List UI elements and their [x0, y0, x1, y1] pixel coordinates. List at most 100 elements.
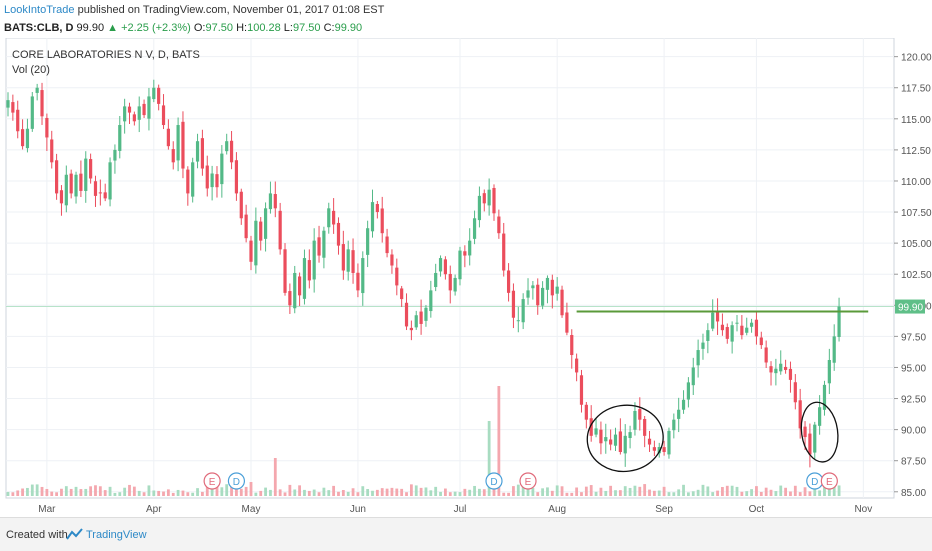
- earnings-marker[interactable]: [519, 472, 537, 490]
- volume-bar: [201, 491, 204, 496]
- volume-bar: [789, 491, 792, 496]
- candle-body: [511, 290, 516, 318]
- candle-body: [798, 400, 802, 429]
- candle-body: [59, 190, 64, 204]
- candle-body: [176, 125, 180, 161]
- volume-bar: [230, 486, 233, 496]
- volume-bar: [803, 487, 807, 496]
- candle-body: [103, 192, 107, 199]
- candle-body: [283, 249, 287, 293]
- candle-body: [210, 173, 214, 188]
- volume-bar: [487, 421, 491, 496]
- candle-body: [302, 258, 307, 299]
- dividend-marker[interactable]: [485, 472, 503, 490]
- volume-bar: [594, 491, 598, 496]
- volume-bar: [448, 492, 452, 496]
- volume-bar: [11, 492, 15, 496]
- tradingview-logo-icon: [66, 528, 83, 540]
- volume-bar: [808, 491, 812, 496]
- candle-body: [521, 299, 525, 323]
- volume-bar: [176, 489, 180, 496]
- volume-bar: [380, 488, 384, 496]
- earnings-marker[interactable]: [820, 472, 838, 490]
- dividend-marker[interactable]: [227, 472, 246, 490]
- annotations: [576, 310, 869, 473]
- candle-body: [691, 367, 695, 386]
- tradingview-brand-link[interactable]: TradingView: [86, 529, 147, 541]
- candle-body: [6, 100, 10, 108]
- candle-body: [448, 273, 452, 291]
- earnings-marker[interactable]: [203, 472, 221, 490]
- volume-bar: [439, 491, 442, 496]
- volume-bar: [570, 492, 574, 496]
- candle-body: [424, 307, 428, 321]
- quote-open: 97.50: [205, 22, 234, 34]
- volume-bar: [205, 484, 209, 496]
- candle-body: [229, 140, 234, 163]
- candle-body: [322, 230, 326, 258]
- volume-bar: [424, 487, 428, 496]
- volume-bar: [273, 458, 277, 496]
- y-tick-label: 110.00: [901, 177, 931, 188]
- candle-body: [273, 194, 277, 209]
- candle-body: [288, 291, 292, 306]
- quote-change: +2.25 (+2.3%): [121, 22, 191, 34]
- volume-bar: [478, 488, 481, 496]
- quote-last: 99.90: [76, 22, 105, 34]
- volume-bar: [682, 484, 685, 496]
- volume-bar: [293, 489, 297, 496]
- candle-body: [594, 428, 598, 435]
- volume-bar: [638, 486, 642, 496]
- volume-bar: [317, 492, 321, 496]
- last-price-tag: [895, 299, 925, 314]
- volume-bar: [725, 485, 729, 496]
- candle-body: [628, 432, 632, 439]
- candle-body: [370, 202, 375, 232]
- volume-bar: [643, 484, 647, 496]
- volume-bar: [346, 491, 350, 496]
- candle-body: [793, 382, 797, 403]
- candle-body: [356, 272, 360, 291]
- volume-bar: [687, 492, 690, 496]
- volume-bar: [706, 486, 710, 496]
- candle-body: [701, 342, 705, 349]
- candle-body: [195, 141, 200, 162]
- volume-bar: [711, 492, 715, 496]
- volume-bar: [730, 485, 734, 496]
- volume-bar: [793, 485, 797, 496]
- candle-body: [166, 128, 170, 147]
- footer: Created with TradingView: [0, 517, 932, 551]
- volume-bar: [468, 489, 472, 496]
- y-tick-label: 102.50: [901, 270, 932, 281]
- volume-bar: [98, 486, 102, 496]
- volume-bar: [395, 488, 399, 496]
- candle-body: [278, 210, 282, 250]
- volume-bar: [691, 491, 695, 496]
- volume-bar: [249, 482, 253, 496]
- candle-body: [550, 279, 554, 296]
- volume-bar: [26, 487, 29, 496]
- volume-bar: [142, 492, 146, 496]
- candle-body: [215, 174, 219, 188]
- up-arrow-icon: ▲: [107, 22, 119, 34]
- volume-bar: [341, 489, 345, 496]
- volume-bar: [633, 485, 637, 496]
- candle-body: [643, 418, 647, 436]
- volume-bar: [502, 492, 506, 496]
- volume-bar: [171, 492, 175, 496]
- volume-bar: [521, 484, 525, 496]
- candle-body: [516, 320, 520, 322]
- candle-body: [745, 327, 749, 333]
- author-link[interactable]: LookIntoTrade: [4, 4, 75, 16]
- candle-body: [565, 312, 569, 333]
- candle-body: [293, 272, 297, 309]
- candle-body: [463, 251, 467, 256]
- quote-bar: BATS:CLB, D 99.90 ▲ +2.25 (+2.3%) O:97.5…: [4, 22, 362, 34]
- volume-bar: [361, 486, 365, 496]
- volume-bar: [512, 486, 515, 496]
- candle-body: [108, 162, 112, 200]
- volume-bar: [482, 489, 486, 496]
- volume-bar: [823, 487, 826, 496]
